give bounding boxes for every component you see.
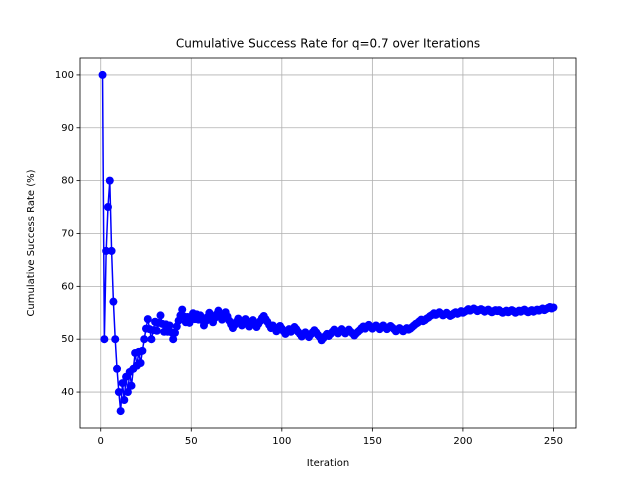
- x-tick-label: 250: [544, 436, 563, 447]
- data-point: [114, 388, 123, 397]
- y-tick-label: 100: [55, 70, 74, 81]
- x-tick-label: 100: [272, 436, 291, 447]
- data-point: [170, 328, 179, 337]
- data-point: [105, 176, 114, 185]
- data-point: [100, 335, 109, 344]
- data-point: [120, 395, 129, 404]
- y-tick-label: 90: [61, 123, 74, 134]
- data-point: [138, 346, 147, 355]
- data-point: [103, 203, 112, 212]
- data-point: [147, 335, 156, 344]
- data-point: [111, 335, 120, 344]
- axes-frame: [79, 57, 577, 429]
- data-point: [549, 303, 558, 312]
- y-axis-label: Cumulative Success Rate (%): [26, 169, 37, 316]
- x-axis-label: Iteration: [307, 458, 349, 469]
- chart-title: Cumulative Success Rate for q=0.7 over I…: [176, 37, 480, 51]
- y-tick-label: 60: [61, 281, 74, 292]
- data-point: [165, 321, 174, 330]
- data-point: [113, 364, 122, 373]
- data-point: [118, 379, 127, 388]
- y-tick-label: 70: [61, 228, 74, 239]
- data-point: [123, 388, 132, 397]
- y-tick-label: 40: [61, 387, 74, 398]
- data-point: [107, 246, 116, 255]
- x-tick-label: 200: [453, 436, 472, 447]
- x-tick-label: 50: [185, 436, 198, 447]
- data-point: [140, 335, 149, 344]
- y-tick-label: 50: [61, 334, 74, 345]
- data-point: [152, 326, 161, 335]
- x-tick-label: 0: [98, 436, 104, 447]
- data-point: [116, 407, 125, 416]
- y-tick-label: 80: [61, 176, 74, 187]
- data-point: [98, 70, 107, 79]
- x-tick-label: 150: [363, 436, 382, 447]
- data-point: [127, 381, 136, 390]
- data-point: [169, 335, 178, 344]
- plot-area: [98, 70, 558, 416]
- grid: [80, 58, 576, 428]
- data-point: [178, 305, 187, 314]
- data-point: [136, 358, 145, 367]
- data-point: [143, 315, 152, 324]
- data-point: [109, 297, 118, 306]
- data-point: [156, 311, 165, 320]
